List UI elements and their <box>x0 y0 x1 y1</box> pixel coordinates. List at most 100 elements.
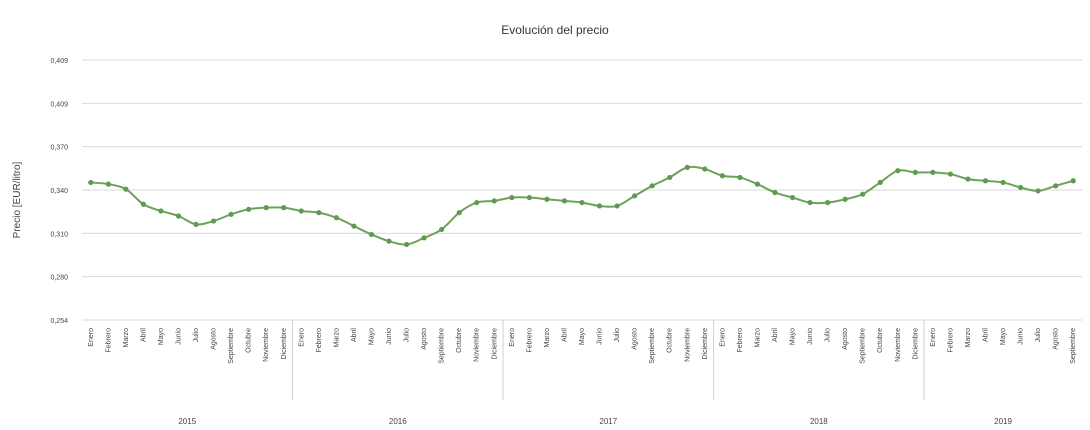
chart-title: Evolución del precio <box>501 23 609 37</box>
data-point <box>684 164 690 170</box>
data-point <box>105 181 111 187</box>
x-tick-label: Octubre <box>877 328 884 353</box>
data-point <box>281 205 287 211</box>
data-point <box>351 223 357 229</box>
x-tick-label: Abril <box>140 328 147 342</box>
data-point <box>123 186 129 192</box>
x-tick-label: Febrero <box>105 328 112 353</box>
x-tick-label: Noviembre <box>895 328 902 362</box>
data-point <box>825 199 831 206</box>
data-point <box>947 171 954 177</box>
x-tick-label: Enero <box>509 328 516 347</box>
x-tick-label: Febrero <box>947 328 954 353</box>
x-tick-label: Marzo <box>754 328 761 348</box>
x-tick-label: Enero <box>930 328 937 347</box>
data-point <box>807 199 813 206</box>
x-tick-label: Marzo <box>123 328 130 348</box>
x-tick-label: Julio <box>404 328 411 343</box>
x-tick-label: Mayo <box>790 328 797 345</box>
data-point <box>754 181 761 187</box>
data-point <box>579 199 585 206</box>
data-point <box>789 194 796 201</box>
data-point <box>614 203 620 209</box>
data-point <box>877 179 883 186</box>
data-point <box>737 174 743 181</box>
data-point <box>316 210 322 216</box>
x-tick-label: Marzo <box>965 328 972 348</box>
y-tick-label: 0,340 <box>50 188 68 195</box>
data-point <box>421 235 427 241</box>
data-point <box>702 166 708 172</box>
x-tick-label: Marzo <box>544 328 551 348</box>
x-tick-label: Abril <box>561 328 568 342</box>
data-point <box>474 199 480 206</box>
x-tick-label: Mayo <box>579 328 586 345</box>
data-point <box>333 215 339 221</box>
x-tick-label: Octubre <box>456 328 463 353</box>
x-tick-label: Enero <box>88 328 95 347</box>
x-tick-label: Agosto <box>842 328 849 350</box>
x-tick-label: Mayo <box>368 328 375 345</box>
x-tick-label: Febrero <box>316 328 323 353</box>
price-series <box>88 164 1076 248</box>
x-tick-label: Julio <box>614 328 621 343</box>
data-point <box>175 213 182 219</box>
x-tick-label: Diciembre <box>491 328 498 360</box>
data-point <box>719 173 725 179</box>
x-tick-label: Abril <box>351 328 358 342</box>
x-tick-label: Diciembre <box>281 328 288 360</box>
data-point <box>561 198 568 204</box>
x-tick-label: Agosto <box>211 328 218 350</box>
year-label: 2016 <box>389 417 407 426</box>
data-point <box>895 168 901 174</box>
data-point <box>246 206 252 212</box>
data-point <box>210 218 217 224</box>
x-tick-label: Junio <box>1018 328 1025 345</box>
x-tick-label: Febrero <box>737 328 744 353</box>
data-point <box>88 179 94 186</box>
data-point <box>368 231 375 238</box>
x-tick-label: Noviembre <box>684 328 691 362</box>
x-tick-label: Diciembre <box>702 328 709 360</box>
x-tick-label: Junio <box>175 328 182 345</box>
year-label: 2017 <box>599 417 617 426</box>
data-point <box>965 176 971 182</box>
data-point <box>1053 183 1059 189</box>
data-point <box>632 193 638 199</box>
data-point <box>842 196 848 202</box>
y-tick-label: 0,409 <box>50 101 68 108</box>
y-tick-label: 0,370 <box>50 145 68 152</box>
data-point <box>158 208 164 214</box>
x-tick-label: Febrero <box>526 328 533 353</box>
gridlines <box>82 59 1082 321</box>
data-point <box>509 194 515 201</box>
data-point <box>228 211 234 217</box>
data-point <box>491 198 497 204</box>
data-point <box>596 203 603 209</box>
data-point <box>386 238 392 244</box>
x-tick-label: Abril <box>983 328 990 342</box>
data-point <box>667 174 673 181</box>
data-point <box>439 226 445 233</box>
year-label: 2015 <box>178 417 196 426</box>
data-point <box>526 194 532 201</box>
data-point <box>772 189 778 196</box>
data-point <box>263 205 269 211</box>
x-tick-label: Mayo <box>158 328 165 345</box>
year-label: 2019 <box>994 417 1012 426</box>
data-point <box>544 196 550 202</box>
data-point <box>140 201 147 207</box>
data-point <box>298 208 304 214</box>
x-axis: Enero Febrero Marzo Abril Mayo Junio Julio Agos… <box>88 320 1077 426</box>
x-tick-label: Septiembre <box>649 328 656 364</box>
y-tick-label: 0,409 <box>50 58 68 65</box>
data-point <box>649 183 655 189</box>
y-tick-label: 0,310 <box>50 231 68 238</box>
x-tick-label: Enero <box>298 328 305 347</box>
x-tick-label: Octubre <box>667 328 674 353</box>
data-point <box>1000 179 1006 186</box>
x-tick-label: Enero <box>719 328 726 347</box>
data-point <box>403 241 410 248</box>
x-tick-label: Julio <box>193 328 200 343</box>
